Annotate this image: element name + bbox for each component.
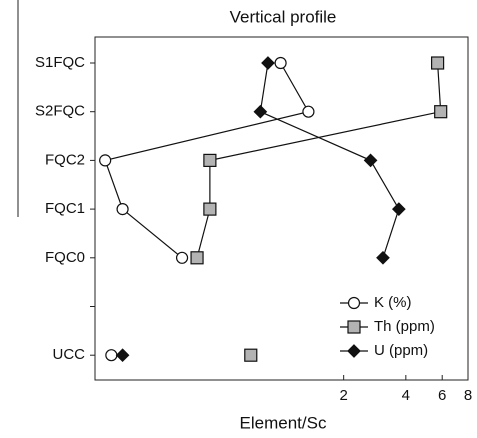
- data-point: [302, 105, 315, 118]
- data-point: [253, 104, 268, 119]
- data-point: [430, 56, 445, 70]
- data-point: [203, 202, 217, 216]
- data-point: [99, 154, 112, 167]
- data-point: [434, 105, 448, 119]
- data-point: [376, 250, 390, 265]
- data-point: [105, 349, 118, 362]
- data-point: [203, 153, 217, 167]
- data-point: [116, 203, 129, 216]
- data-point: [190, 251, 204, 265]
- legend-marker: [347, 296, 361, 310]
- data-point: [274, 56, 287, 70]
- legend-marker: [347, 320, 361, 334]
- data-point: [261, 56, 275, 70]
- legend-marker: [347, 344, 361, 358]
- legend-label: K (%): [374, 294, 412, 311]
- y-tick-label: FQC1: [45, 200, 85, 217]
- y-tick-label: S1FQC: [35, 54, 85, 71]
- data-point: [244, 348, 258, 362]
- legend-label: Th (ppm): [374, 318, 435, 335]
- x-tick-label: 2: [339, 387, 347, 404]
- x-tick-label: 4: [402, 387, 410, 404]
- data-point: [391, 202, 406, 216]
- y-tick-label: UCC: [53, 346, 86, 363]
- x-tick-label: 6: [438, 387, 446, 404]
- x-tick-label: 8: [464, 387, 472, 404]
- data-point: [175, 251, 189, 264]
- y-tick-label: S2FQC: [35, 103, 85, 120]
- series-line: [259, 62, 400, 258]
- legend-label: U (ppm): [374, 342, 428, 359]
- chart-title: Vertical profile: [230, 7, 337, 26]
- series-line: [196, 62, 442, 258]
- data-point: [363, 153, 378, 168]
- x-axis-label: Element/Sc: [240, 413, 327, 432]
- y-tick-label: FQC2: [45, 151, 85, 168]
- y-tick-label: FQC0: [45, 249, 85, 266]
- plot-frame: [94, 36, 469, 381]
- data-point: [115, 348, 130, 363]
